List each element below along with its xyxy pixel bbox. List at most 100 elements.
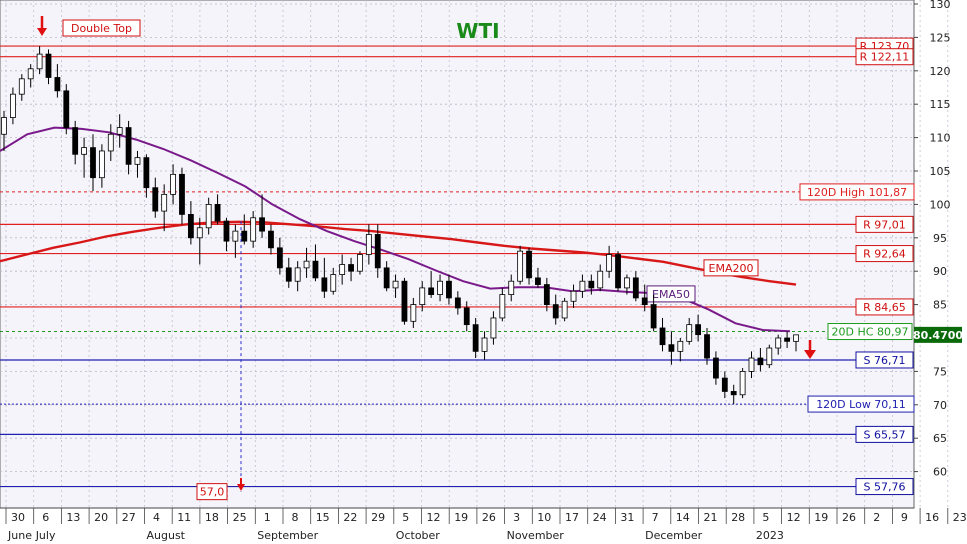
candle-body	[259, 217, 265, 232]
x-day-label: 24	[593, 511, 607, 524]
x-day-label: 19	[814, 511, 828, 524]
x-day-label: 28	[731, 511, 745, 524]
candle-body	[526, 250, 532, 279]
y-tick-label: 130	[930, 0, 951, 11]
y-tick-label: 75	[933, 365, 947, 378]
x-day-label: 25	[233, 511, 247, 524]
candle-body	[748, 357, 755, 372]
resistance-label-box	[855, 298, 914, 316]
x-month-label: November	[507, 529, 565, 542]
x-day-label: 2	[873, 511, 880, 524]
x-month-label: August	[147, 529, 186, 542]
candle-body	[579, 280, 586, 292]
candle-body	[757, 357, 764, 366]
candle-body	[446, 280, 452, 299]
candle-body	[365, 234, 372, 255]
x-day-label: 7	[652, 511, 659, 524]
candle-body	[285, 267, 292, 282]
x-day-label: 21	[704, 511, 718, 524]
candle-body	[90, 147, 96, 179]
candle-body	[27, 68, 34, 80]
x-day-label: 9	[901, 511, 908, 524]
x-day-label: 26	[842, 511, 856, 524]
candle-body	[535, 277, 541, 285]
candle-body	[205, 203, 212, 229]
candle-body	[45, 53, 52, 78]
candle-body	[1, 117, 7, 135]
candle-body	[606, 254, 613, 272]
candle-body	[116, 127, 123, 135]
x-day-label: 26	[482, 511, 496, 524]
candle-body	[588, 280, 595, 289]
x-day-label: 19	[454, 511, 468, 524]
candle-body	[54, 77, 61, 92]
candle-body	[214, 203, 221, 222]
double-top-label: Double Top	[71, 22, 132, 35]
y-tick-label: 105	[930, 165, 951, 178]
candle-body	[374, 234, 381, 269]
candle-body	[339, 264, 346, 275]
x-month-label: 2023	[756, 529, 784, 542]
x-day-label: 10	[537, 511, 551, 524]
y-tick-label: 65	[933, 432, 947, 445]
candle-body	[134, 157, 141, 165]
x-day-label: 17	[565, 511, 579, 524]
ema200-line	[0, 220, 797, 286]
levels: R 123,70R 122,11R 97,01R 92,64R 84,65S 7…	[0, 37, 915, 496]
y-tick-label: 100	[930, 198, 951, 211]
candle-body	[170, 173, 176, 195]
x-day-label: 20	[94, 511, 108, 524]
candle-body	[401, 280, 408, 322]
reference-label: 120D High 101,87	[807, 186, 907, 199]
support-label: S 65,57	[864, 428, 906, 441]
candle-body	[472, 324, 479, 352]
ema200-label: EMA200	[709, 262, 754, 275]
candle-body	[561, 300, 568, 319]
candle-body	[63, 90, 70, 128]
candle-body	[312, 260, 319, 279]
candle-body	[321, 277, 328, 292]
candle-body	[143, 157, 150, 189]
x-day-label: 31	[620, 511, 634, 524]
x-day-label: 13	[66, 511, 80, 524]
candle-body	[330, 274, 337, 292]
candle-body	[481, 337, 488, 352]
candle-body	[615, 254, 621, 289]
resistance-label-box	[855, 48, 914, 66]
candle-body	[793, 334, 799, 342]
reference-label: 120D Low 70,11	[816, 398, 906, 411]
candle-body	[668, 344, 675, 352]
reference-label-box	[799, 183, 915, 201]
support-label-box	[855, 425, 914, 443]
resistance-label-box	[855, 215, 914, 233]
ema200-label-box	[703, 259, 759, 277]
y-axis: 606570758085909510010511011512012513080.…	[913, 0, 963, 479]
x-day-label: 23	[953, 511, 967, 524]
x-day-label: 11	[177, 511, 191, 524]
x-month-label: June	[7, 529, 32, 542]
y-tick-label: 110	[930, 132, 951, 145]
y-tick-label: 60	[933, 466, 947, 479]
candle-body	[428, 287, 435, 295]
candle-body	[659, 327, 666, 346]
ema50-label-box	[646, 285, 696, 303]
x-day-label: 3	[513, 511, 520, 524]
candle-body	[187, 214, 194, 239]
resistance-label-box	[855, 245, 914, 263]
candle-body	[677, 340, 684, 352]
x-day-label: 16	[925, 511, 939, 524]
candle-body	[570, 290, 577, 302]
candle-body	[624, 277, 630, 289]
candle-body	[383, 267, 390, 289]
candle-body	[632, 277, 639, 299]
support-label: S 57,76	[864, 481, 906, 494]
support-label: S 76,71	[864, 354, 906, 367]
x-day-label: 29	[371, 511, 385, 524]
candle-body	[81, 147, 87, 155]
candle-body	[18, 78, 25, 95]
x-day-label: 12	[427, 511, 441, 524]
candle-body	[268, 230, 274, 249]
x-month-label: October	[396, 529, 440, 542]
candle-body	[641, 297, 648, 306]
